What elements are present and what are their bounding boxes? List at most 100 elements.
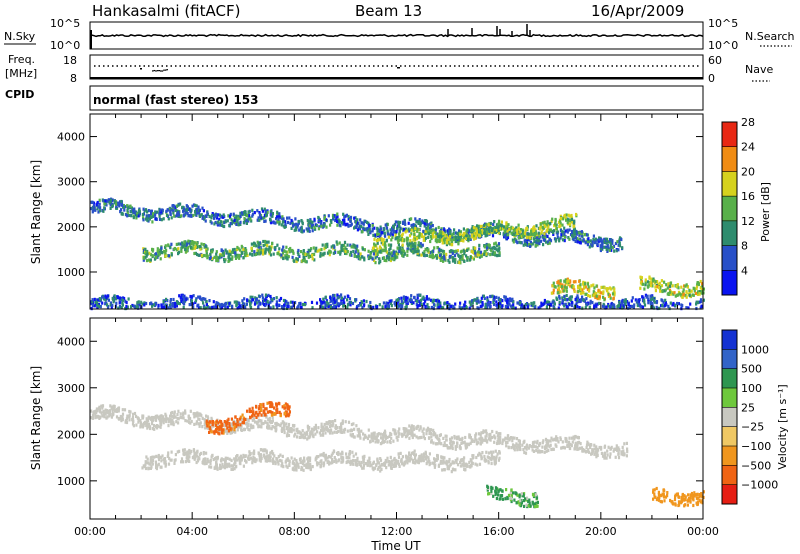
velocity-cell: [294, 432, 297, 436]
freq-speck: [160, 70, 162, 72]
velocity-cell: [555, 435, 558, 439]
power-cell: [481, 252, 484, 256]
power-cell: [497, 253, 500, 257]
power-cell: [565, 298, 568, 302]
power-cell: [187, 245, 190, 250]
power-cell: [429, 231, 433, 235]
power-cell: [372, 305, 375, 309]
velocity-cell: [271, 425, 274, 429]
velocity-cell: [115, 415, 119, 419]
power-cell: [386, 229, 389, 233]
power-cell: [643, 298, 646, 302]
power-cell: [179, 202, 182, 206]
power-cell: [264, 243, 267, 247]
power-cell: [106, 199, 109, 203]
power-cell: [98, 202, 101, 206]
velocity-cell: [290, 430, 293, 434]
power-cell: [436, 298, 439, 302]
power-cell: [350, 253, 353, 257]
power-cell: [182, 209, 185, 213]
power-cell: [143, 303, 146, 307]
power-cell: [196, 242, 199, 246]
velocity-cell: [604, 451, 607, 455]
power-cell: [484, 305, 487, 309]
power-cell: [567, 283, 570, 287]
power-cell: [391, 254, 394, 258]
power-cell: [391, 235, 394, 239]
power-cell: [487, 223, 490, 227]
power-cell: [387, 301, 390, 306]
velocity-cell: [515, 445, 518, 449]
power-cell: [203, 217, 206, 221]
power-cell: [236, 306, 239, 310]
velocity-cell: [362, 432, 365, 436]
velocity-cell: [454, 447, 457, 451]
velocity-cell: [342, 429, 346, 433]
power-cell: [420, 234, 423, 239]
power-cell: [251, 212, 255, 216]
power-cell: [189, 294, 192, 299]
power-cell: [137, 300, 140, 304]
velocity-cell: [593, 447, 596, 451]
power-cell: [382, 248, 385, 252]
power-cell: [560, 217, 563, 221]
power-cell: [578, 279, 581, 283]
power-cell: [618, 300, 621, 304]
velocity-cell: [496, 434, 499, 438]
power-cell: [578, 299, 581, 304]
power-cell: [696, 281, 699, 285]
power-cell: [183, 240, 186, 244]
power-cell: [235, 214, 238, 218]
velocity-cell: [324, 431, 327, 435]
power-cell: [248, 214, 251, 218]
power-cell: [164, 252, 167, 256]
velocity-cell: [621, 450, 624, 454]
power-cell: [234, 254, 237, 258]
power-cell: [152, 303, 156, 307]
power-cell: [390, 257, 393, 261]
power-cell: [451, 304, 454, 308]
power-cell: [391, 233, 394, 237]
power-cell: [125, 301, 128, 305]
power-cell: [665, 283, 668, 287]
power-cell: [410, 301, 413, 305]
velocity-cell: [623, 442, 626, 446]
power-cell: [568, 237, 571, 241]
power-cell: [518, 236, 521, 240]
power-cell: [96, 200, 99, 205]
velocity-cell: [187, 414, 190, 418]
power-cell: [143, 209, 146, 213]
power-cell: [206, 305, 210, 309]
power-cell: [516, 301, 519, 305]
power-cell: [145, 301, 148, 306]
velocity-cell: [436, 442, 439, 446]
velocity-cell: [334, 424, 337, 428]
power-cell: [424, 232, 427, 236]
power-cell: [186, 242, 189, 246]
power-cell: [138, 208, 141, 212]
power-cell: [264, 210, 267, 214]
power-cell: [302, 229, 305, 233]
power-cell: [249, 301, 252, 305]
power-cell: [515, 226, 518, 230]
power-cell: [305, 260, 308, 264]
power-cell: [485, 252, 488, 256]
power-cell: [219, 304, 222, 308]
power-cell: [212, 300, 215, 304]
power-cell: [383, 258, 386, 262]
power-cell: [585, 292, 588, 296]
power-cell: [110, 305, 113, 309]
power-cell: [525, 235, 528, 239]
power-cell: [347, 214, 350, 219]
power-cell: [237, 247, 240, 251]
power-cell: [220, 248, 223, 253]
power-cell: [341, 243, 344, 247]
power-cell: [413, 248, 416, 252]
power-cell: [121, 303, 124, 307]
power-cell: [582, 238, 585, 242]
power-cell: [287, 255, 290, 259]
power-cell: [106, 303, 109, 307]
power-cell: [378, 228, 381, 233]
power-cell: [649, 284, 653, 288]
